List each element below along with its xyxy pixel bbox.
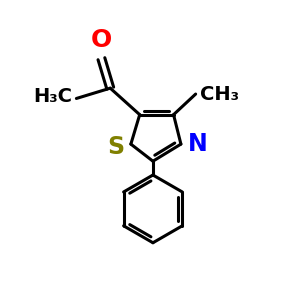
Text: O: O [91, 28, 112, 52]
Text: S: S [107, 135, 124, 159]
Text: H₃C: H₃C [33, 88, 72, 106]
Text: CH₃: CH₃ [200, 85, 239, 104]
Text: N: N [188, 132, 207, 156]
